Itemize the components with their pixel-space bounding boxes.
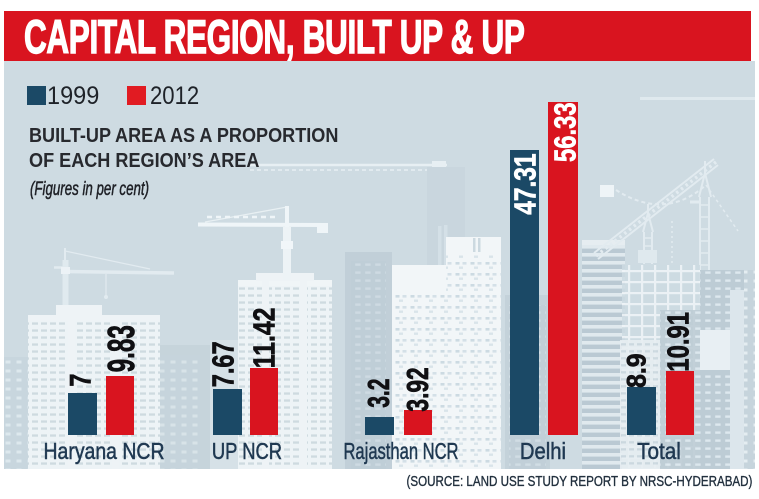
svg-text:10.91: 10.91 bbox=[661, 312, 696, 372]
svg-text:7.67: 7.67 bbox=[205, 341, 240, 387]
svg-text:9.83: 9.83 bbox=[99, 325, 142, 372]
svg-text:56.33: 56.33 bbox=[547, 102, 582, 162]
svg-text:8.9: 8.9 bbox=[622, 353, 651, 388]
svg-text:3.2: 3.2 bbox=[361, 379, 396, 408]
svg-text:3.92: 3.92 bbox=[400, 367, 435, 411]
svg-text:11.42: 11.42 bbox=[247, 308, 281, 369]
svg-text:7: 7 bbox=[64, 374, 97, 387]
svg-text:47.31: 47.31 bbox=[508, 154, 542, 215]
